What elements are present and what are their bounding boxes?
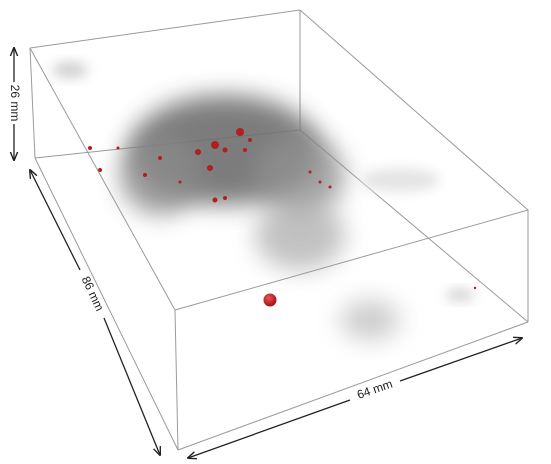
- volume-render: 26 mm 86 mm 64 mm: [0, 0, 551, 464]
- red-sphere: [264, 294, 277, 307]
- dimension-width: 64 mm: [188, 338, 522, 458]
- dimension-height: 26 mm: [8, 48, 22, 160]
- depth-label: 86 mm: [79, 274, 107, 313]
- grey-volume: [52, 62, 474, 340]
- dimension-depth: 86 mm: [30, 170, 160, 455]
- width-label: 64 mm: [355, 377, 394, 402]
- height-label: 26 mm: [8, 85, 22, 122]
